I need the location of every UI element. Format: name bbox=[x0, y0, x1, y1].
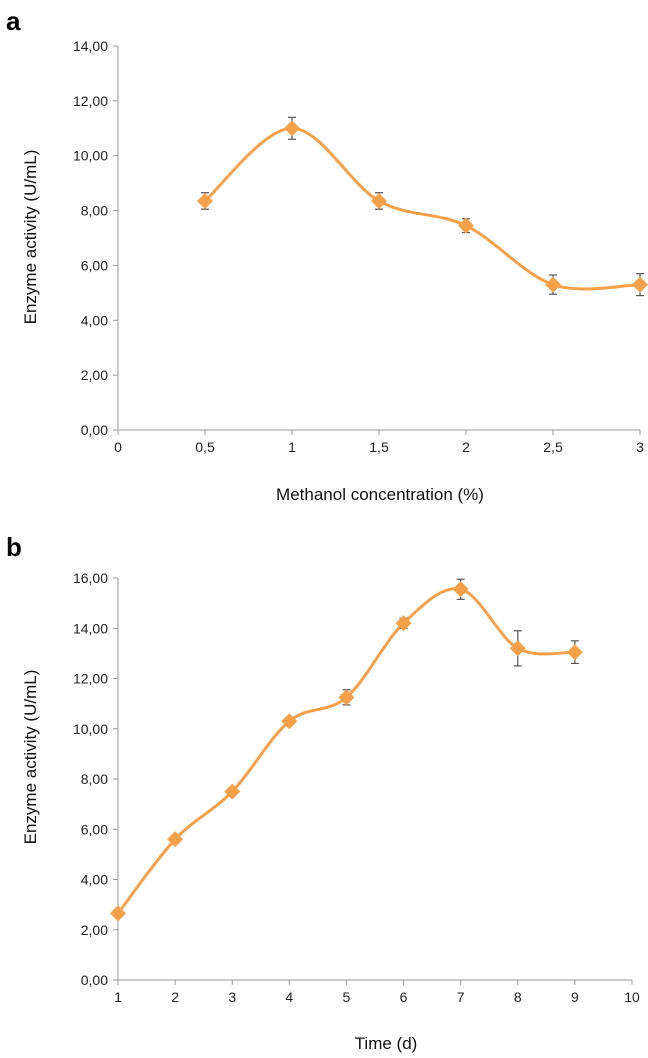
axes-b: 0,00 2,00 4,00 6,00 8,00 10,00 12,00 14,00 16,00… bbox=[73, 570, 640, 1005]
x-tick-label-b: 3 bbox=[228, 989, 236, 1005]
x-tick-label-a: 3 bbox=[636, 439, 644, 455]
series-line-b bbox=[116, 587, 577, 915]
x-tick-label-b: 9 bbox=[571, 989, 579, 1005]
data-point-b bbox=[509, 640, 526, 657]
x-tick-label-b: 6 bbox=[400, 989, 408, 1005]
x-tick-label-a: 2 bbox=[462, 439, 470, 455]
y-tick-label-b: 14,00 bbox=[73, 620, 108, 636]
y-tick-label-a: 14,00 bbox=[73, 38, 108, 54]
data-point-b bbox=[395, 615, 412, 632]
x-tick-label-b: 2 bbox=[171, 989, 179, 1005]
series-line-a bbox=[203, 126, 642, 291]
data-point-a bbox=[458, 217, 474, 234]
data-point-a bbox=[545, 276, 561, 293]
x-tick-label-b: 1 bbox=[114, 989, 122, 1005]
series-b bbox=[110, 578, 583, 922]
y-tick-label-b: 4,00 bbox=[81, 872, 108, 888]
x-tick-label-b: 8 bbox=[514, 989, 522, 1005]
data-point-b bbox=[167, 831, 184, 848]
data-point-b bbox=[224, 783, 241, 800]
data-point-a bbox=[197, 192, 213, 209]
y-axis-title-b: Enzyme activity (U/mL) bbox=[21, 670, 40, 845]
y-tick-label-b: 8,00 bbox=[81, 771, 108, 787]
data-point-b bbox=[110, 905, 126, 922]
panel-letter-a: a bbox=[6, 6, 21, 36]
data-point-b bbox=[566, 644, 583, 661]
y-axis-title-a: Enzyme activity (U/mL) bbox=[21, 150, 40, 325]
y-tick-label-a: 10,00 bbox=[73, 148, 108, 164]
y-tick-label-a: 4,00 bbox=[81, 312, 108, 328]
y-tick-label-b: 0,00 bbox=[81, 972, 108, 988]
data-point-a bbox=[632, 276, 648, 293]
series-a bbox=[197, 116, 648, 297]
x-axis-title-b: Time (d) bbox=[355, 1034, 418, 1053]
x-tick-label-a: 2,5 bbox=[543, 439, 563, 455]
y-tick-label-b: 6,00 bbox=[81, 821, 108, 837]
data-point-b bbox=[281, 713, 298, 730]
x-tick-label-b: 10 bbox=[624, 989, 640, 1005]
x-tick-label-a: 0,5 bbox=[195, 439, 215, 455]
y-tick-label-b: 16,00 bbox=[73, 570, 108, 586]
data-point-a bbox=[284, 120, 300, 137]
y-tick-label-a: 0,00 bbox=[81, 422, 108, 438]
x-tick-label-a: 1,5 bbox=[369, 439, 389, 455]
data-point-b bbox=[452, 581, 469, 598]
y-tick-label-a: 12,00 bbox=[73, 93, 108, 109]
x-tick-label-a: 0 bbox=[114, 439, 122, 455]
y-tick-label-a: 2,00 bbox=[81, 367, 108, 383]
y-tick-label-b: 10,00 bbox=[73, 721, 108, 737]
data-point-a bbox=[371, 192, 387, 209]
y-tick-label-a: 8,00 bbox=[81, 203, 108, 219]
axes-a: 0,00 2,00 4,00 6,00 8,00 10,00 12,00 14,00 0 0,5 1… bbox=[73, 38, 644, 455]
x-tick-label-b: 7 bbox=[457, 989, 465, 1005]
x-tick-label-b: 5 bbox=[343, 989, 351, 1005]
data-point-b bbox=[338, 689, 355, 706]
y-tick-label-a: 6,00 bbox=[81, 257, 108, 273]
x-axis-title-a: Methanol concentration (%) bbox=[276, 485, 484, 504]
panel-b: b 0,00 2,00 4,00 6,00 8,00 10,00 12,00 14,00 16,… bbox=[6, 532, 640, 1053]
y-tick-label-b: 12,00 bbox=[73, 671, 108, 687]
y-tick-label-b: 2,00 bbox=[81, 922, 108, 938]
x-tick-label-a: 1 bbox=[288, 439, 296, 455]
x-tick-label-b: 4 bbox=[285, 989, 293, 1005]
panel-letter-b: b bbox=[6, 532, 22, 562]
